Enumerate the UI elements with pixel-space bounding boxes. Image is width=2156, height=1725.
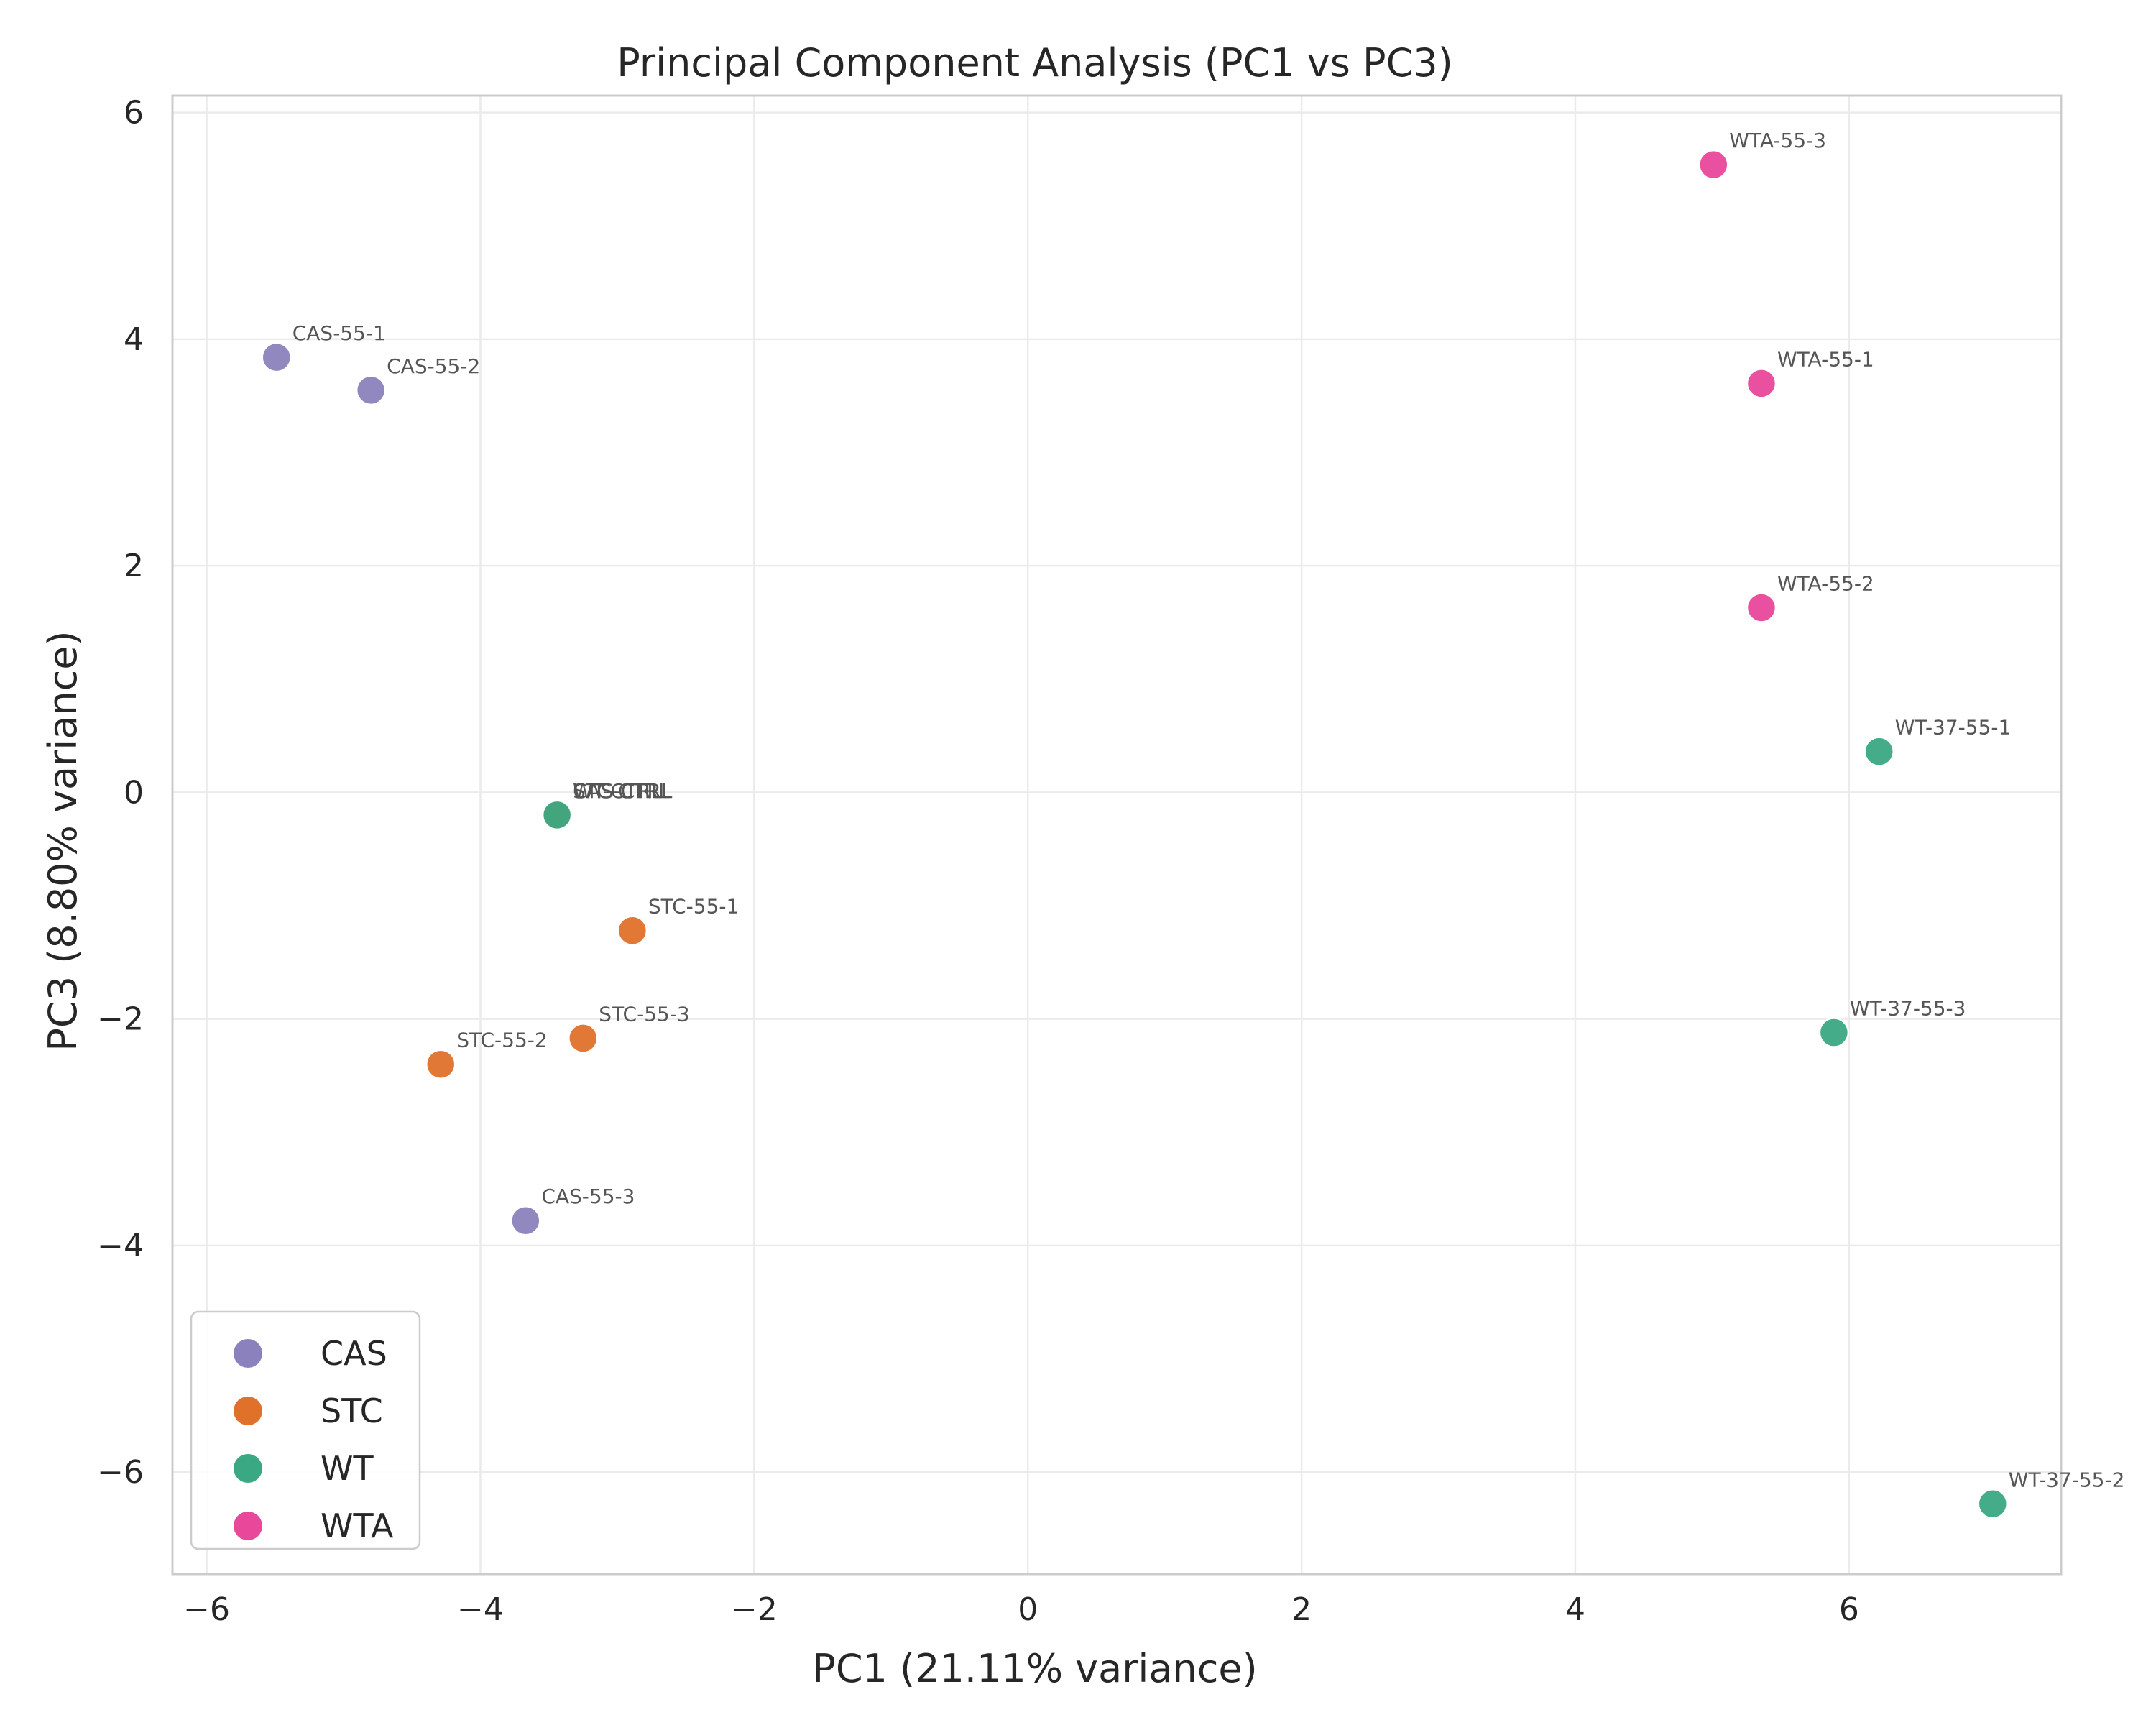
data-point-cas <box>261 341 292 373</box>
legend-label: WTA <box>321 1506 394 1545</box>
y-tick-label: −2 <box>97 1001 144 1038</box>
point-label: CAS-55-2 <box>387 354 480 378</box>
x-tick-label: −4 <box>457 1591 504 1628</box>
legend-label: CAS <box>321 1334 387 1373</box>
data-points <box>261 149 2009 1519</box>
data-point-wta <box>1746 592 1777 623</box>
x-tick-label: −6 <box>183 1591 230 1628</box>
y-tick-label: 6 <box>124 95 144 132</box>
legend-label: WT <box>321 1449 374 1488</box>
y-tick-label: 0 <box>124 774 144 811</box>
legend-marker-cas <box>234 1339 262 1368</box>
point-label: WT-CTRL <box>573 779 662 803</box>
point-label: STC-55-2 <box>456 1029 547 1052</box>
data-point-wta <box>1746 368 1777 399</box>
data-point-wt <box>1864 736 1894 767</box>
plot-frame <box>171 94 2063 1576</box>
y-tick-label: −4 <box>97 1228 144 1264</box>
grid <box>172 96 2061 1574</box>
point-label: CAS-55-3 <box>541 1184 635 1208</box>
data-point-stc <box>617 915 648 946</box>
data-point-stc <box>568 1023 599 1054</box>
point-label: WT-37-55-1 <box>1895 716 2012 740</box>
point-label: WTA-55-1 <box>1777 347 1874 371</box>
data-point-stc <box>425 1049 456 1080</box>
point-label: CAS-55-1 <box>292 321 386 345</box>
legend-marker-wt <box>234 1454 262 1483</box>
chart-title: Principal Component Analysis (PC1 vs PC3… <box>617 40 1452 86</box>
legend: CAS STC WT WTA <box>190 1310 421 1550</box>
data-point-wt <box>1977 1489 2009 1519</box>
legend-box <box>190 1310 421 1550</box>
point-label: CAS-CTRL <box>573 779 673 803</box>
x-tick-label: 4 <box>1565 1591 1585 1628</box>
point-label: WTA-55-3 <box>1729 129 1826 152</box>
data-point-cas <box>510 1205 541 1236</box>
x-tick-label: −2 <box>731 1591 778 1628</box>
x-axis-label: PC1 (21.11% variance) <box>812 1646 1257 1691</box>
point-label: WT-37-55-3 <box>1850 997 1966 1021</box>
point-label: WTA-55-2 <box>1777 571 1874 595</box>
legend-marker-stc <box>234 1397 262 1425</box>
legend-marker-wta <box>234 1512 262 1540</box>
y-axis-label: PC3 (8.80% variance) <box>40 630 86 1051</box>
x-tick-label: 6 <box>1839 1591 1859 1628</box>
data-point-wt <box>1818 1017 1850 1048</box>
x-tick-label: 2 <box>1291 1591 1312 1628</box>
data-point-wt <box>541 799 573 831</box>
y-tick-label: −6 <box>97 1454 144 1491</box>
point-label: STC-CTRL <box>573 779 670 803</box>
axis-ticks: −6 −4 −2 0 2 4 6 −6 −4 −2 0 2 4 6 <box>97 95 1859 1628</box>
point-label: STC-55-3 <box>599 1002 689 1026</box>
y-tick-label: 4 <box>124 321 144 358</box>
point-label: STC-55-1 <box>648 895 739 919</box>
data-point-cas <box>355 374 387 406</box>
x-tick-label: 0 <box>1018 1591 1038 1628</box>
legend-label: STC <box>321 1392 383 1430</box>
y-tick-label: 2 <box>124 548 144 584</box>
data-point-wta <box>1698 149 1729 180</box>
point-label: WT-37-55-2 <box>2009 1468 2125 1491</box>
